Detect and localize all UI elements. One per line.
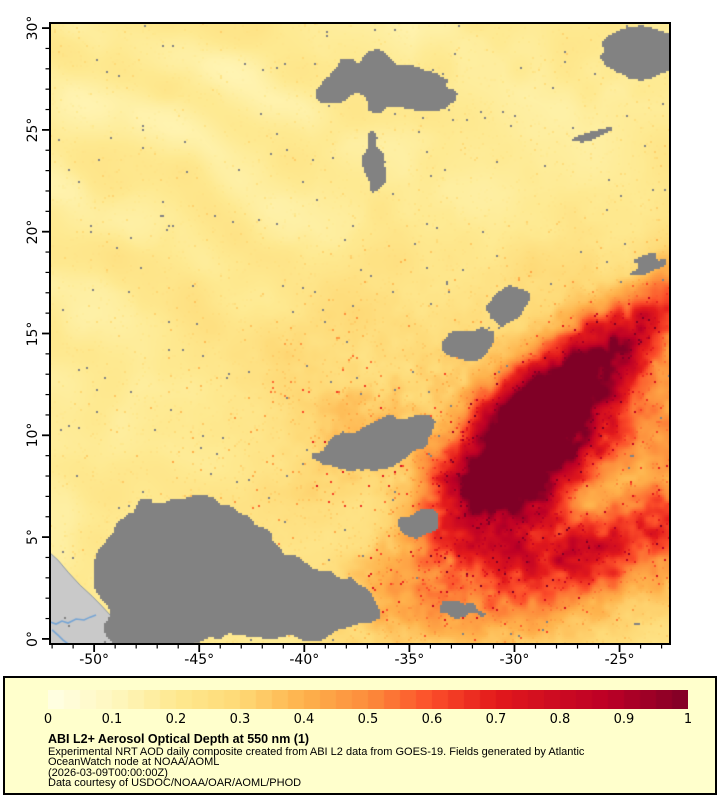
lon-tick-label: -25° <box>604 652 635 668</box>
colorbar-tick-label: 0.5 <box>357 712 379 727</box>
colorbar-tick-label: 0.4 <box>293 712 315 727</box>
colorbar-tick-label: 0.1 <box>101 712 123 727</box>
colorbar <box>48 690 688 709</box>
colorbar-tick-label: 0.3 <box>229 712 251 727</box>
lat-tick-label: 5° <box>25 529 41 546</box>
lon-tick-label: -35° <box>394 652 425 668</box>
legend-text: Experimental NRT AOD daily composite cre… <box>48 746 585 790</box>
lat-tick-label: 30° <box>25 15 41 41</box>
colorbar-tick-label: 0.2 <box>165 712 187 727</box>
colorbar-tick-label: 0.9 <box>613 712 635 727</box>
lat-tick-label: 15° <box>25 321 41 346</box>
colorbar-tick-label: 0.7 <box>485 712 507 727</box>
lon-tick-label: -50° <box>79 652 110 668</box>
legend-line-courtesy: Data courtesy of USDOC/NOAA/OAR/AOML/PHO… <box>48 777 302 790</box>
lat-tick-label: 10° <box>25 422 41 448</box>
lon-tick-label: -45° <box>184 652 215 668</box>
legend-line-description-2: OceanWatch node at NOAA/AOML <box>48 756 220 769</box>
lon-tick-label: -30° <box>499 652 530 668</box>
legend-line-timestamp: (2026-03-09T00:00:00Z) <box>48 766 168 779</box>
lat-tick-label: 20° <box>25 219 41 245</box>
aod-heatmap-canvas <box>50 23 670 644</box>
lat-tick-label: 0° <box>25 630 41 647</box>
legend-title: ABI L2+ Aerosol Optical Depth at 550 nm … <box>48 732 310 746</box>
colorbar-tick-label: 0.6 <box>421 712 443 727</box>
legend-line-description-1: Experimental NRT AOD daily composite cre… <box>48 746 585 758</box>
lon-tick-label: -40° <box>289 652 320 668</box>
colorbar-tick-label: 0.8 <box>549 712 571 727</box>
colorbar-tick-label: 1 <box>683 712 693 727</box>
colorbar-tick-label: 0 <box>43 712 53 727</box>
lat-tick-label: 25° <box>25 117 41 143</box>
